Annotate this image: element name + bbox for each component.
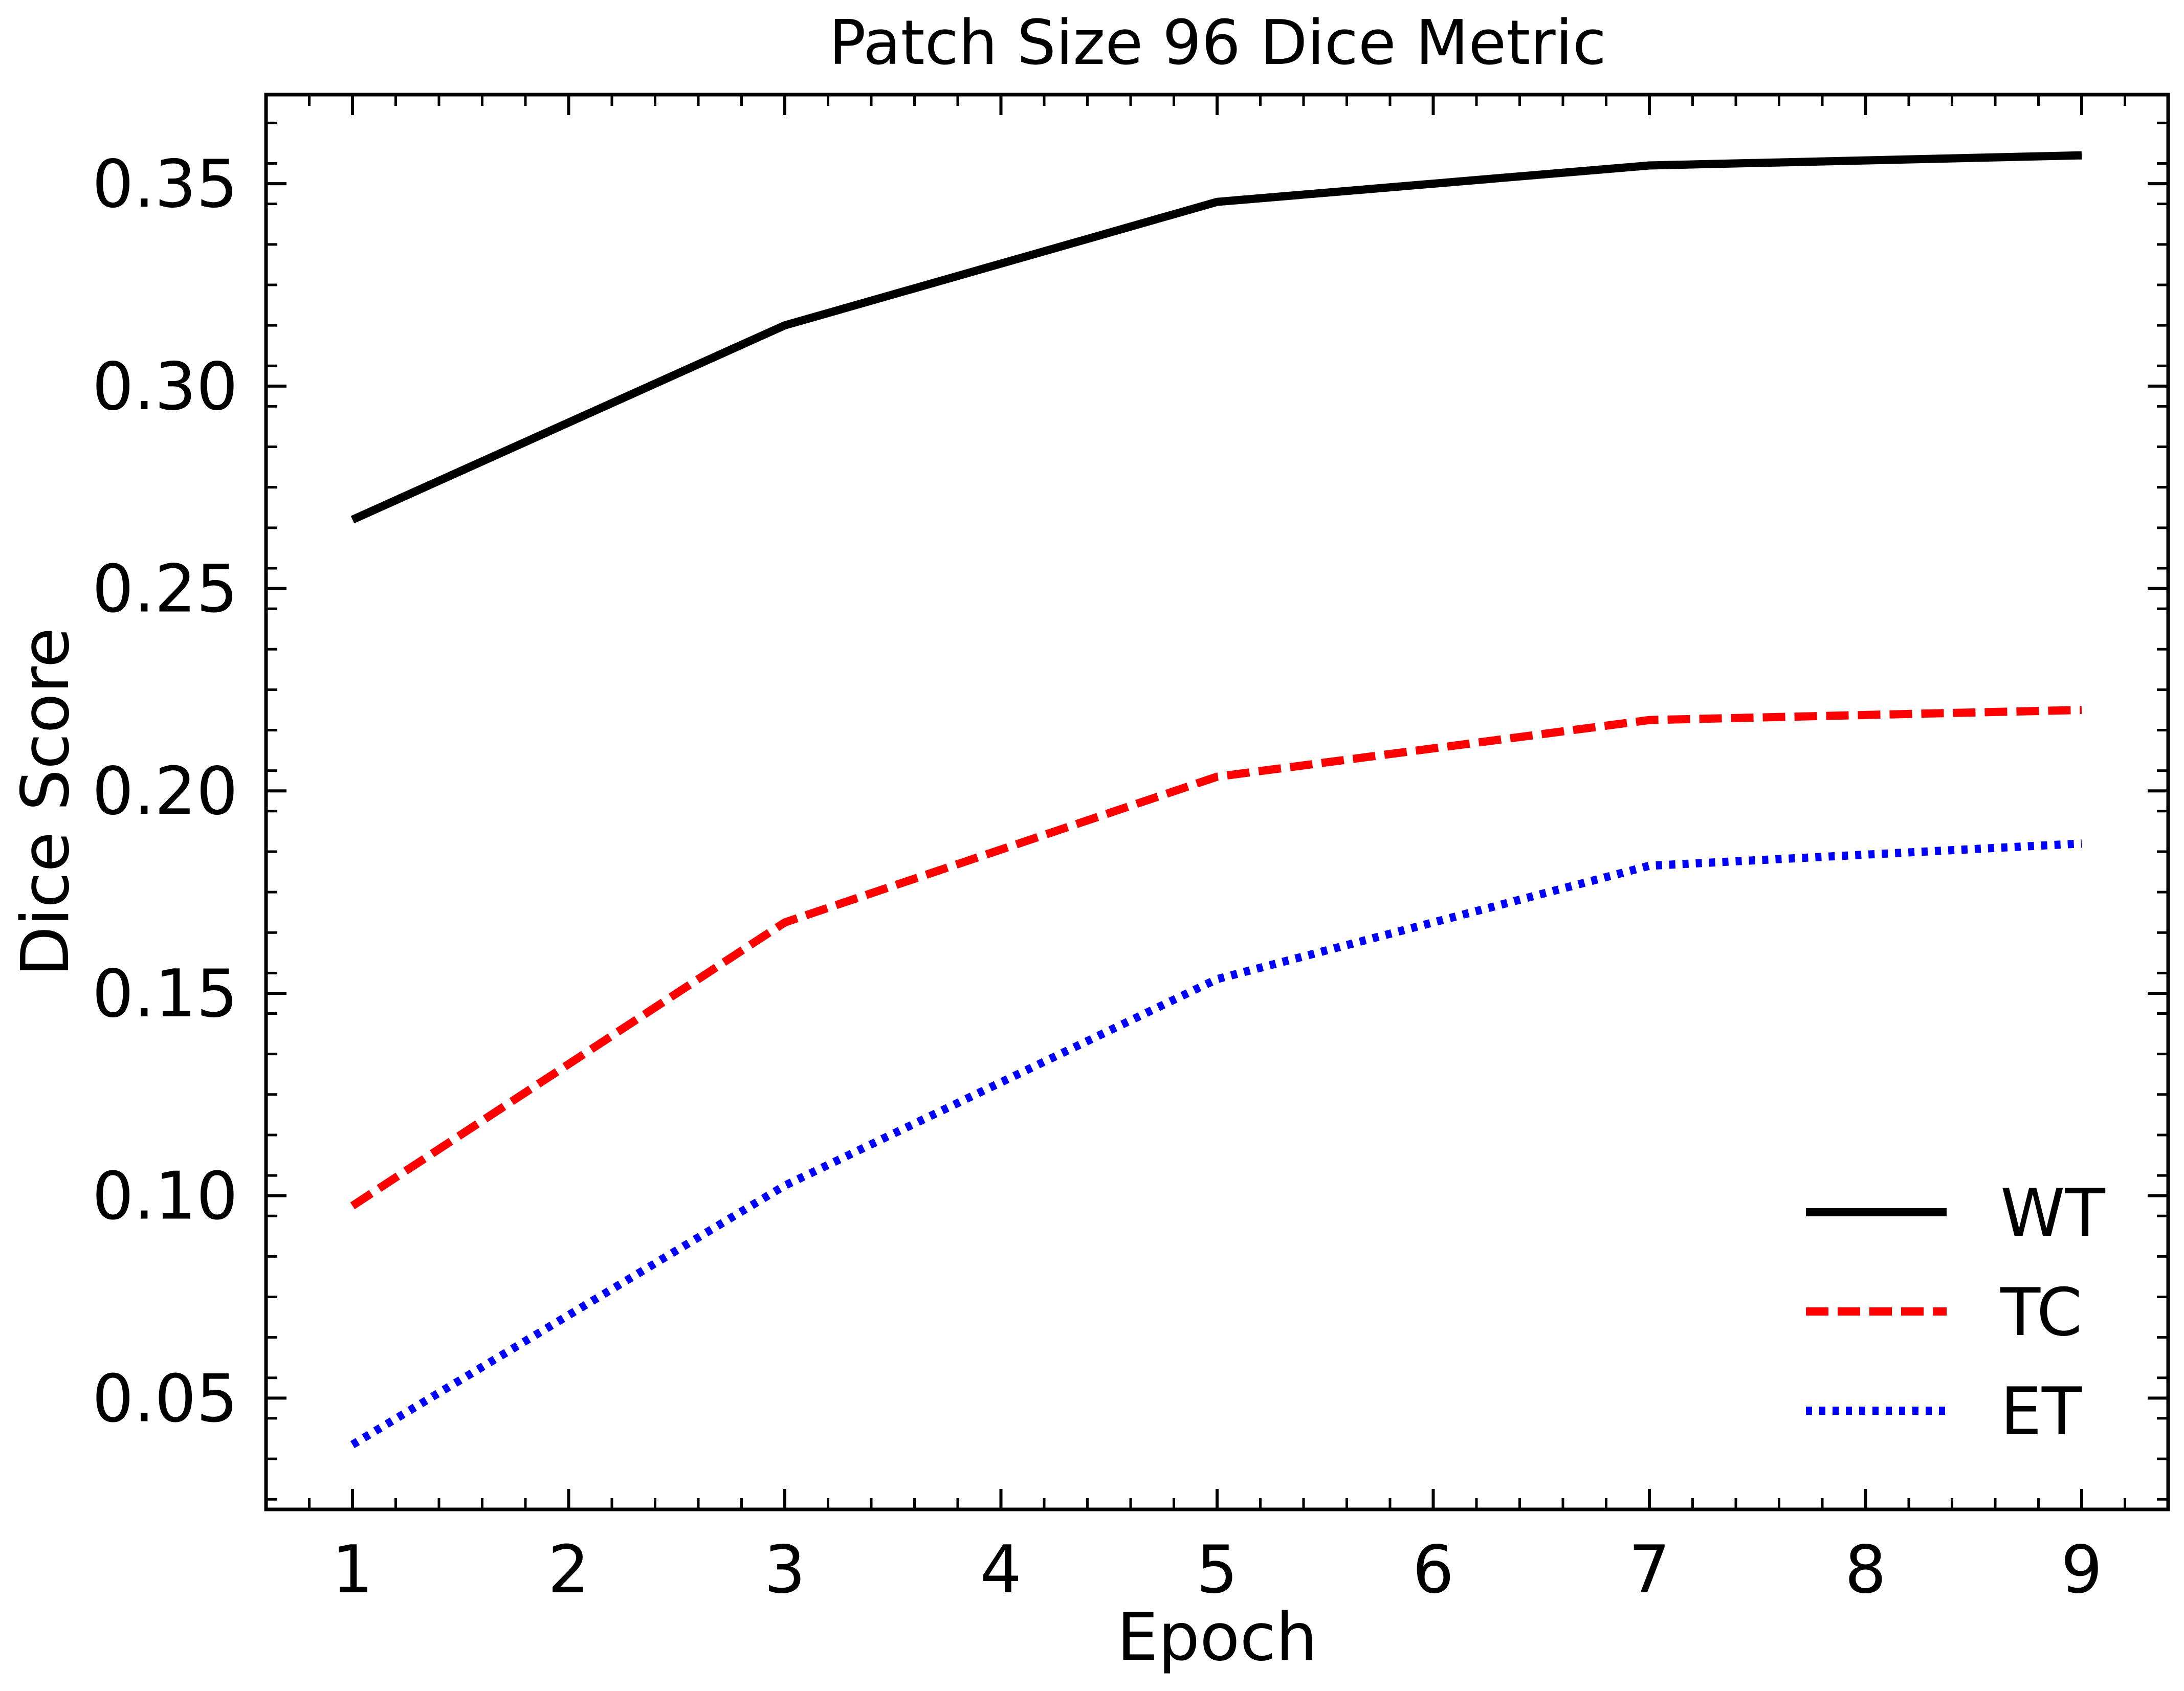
x-tick-label: 2: [548, 1532, 589, 1608]
series-line-et: [350, 839, 2082, 1449]
y-tick-label: 0.15: [92, 956, 238, 1032]
chart-title: Patch Size 96 Dice Metric: [829, 8, 1606, 79]
y-tick-label: 0.25: [92, 551, 238, 628]
x-tick-label: 6: [1413, 1532, 1454, 1608]
y-tick-label: 0.35: [92, 146, 238, 222]
legend-label-wt: WT: [2000, 1175, 2106, 1252]
y-axis-label: Dice Score: [8, 628, 84, 976]
y-tick-label: 0.30: [92, 349, 238, 425]
series-line-tc: [350, 706, 2082, 1210]
x-tick-label: 8: [1845, 1532, 1886, 1608]
y-tick-label: 0.20: [92, 753, 238, 830]
y-tick-label: 0.10: [92, 1159, 238, 1235]
x-axis-label: Epoch: [1117, 1599, 1317, 1676]
x-tick-label: 9: [2061, 1532, 2102, 1608]
x-tick-label: 1: [332, 1532, 373, 1608]
series-lines: [350, 151, 2082, 1449]
minor-ticks: [264, 95, 2170, 1509]
x-tick-label: 3: [764, 1532, 805, 1608]
plot-frame: [264, 93, 2170, 1511]
series-line-wt: [350, 151, 2082, 524]
tick-labels: 1 2 3 4 5 6 7 8 9 0.05 0.10 0.15 0.20 0.25 0.30 0.35: [92, 146, 2103, 1608]
legend-label-et: ET: [2000, 1374, 2082, 1450]
x-tick-label: 7: [1628, 1532, 1670, 1608]
y-tick-label: 0.05: [92, 1361, 238, 1437]
major-ticks: [266, 95, 2168, 1509]
legend-label-tc: TC: [2000, 1275, 2082, 1351]
legend: WT TC ET: [1806, 1175, 2106, 1450]
x-tick-label: 5: [1196, 1532, 1238, 1608]
x-tick-label: 4: [980, 1532, 1022, 1608]
